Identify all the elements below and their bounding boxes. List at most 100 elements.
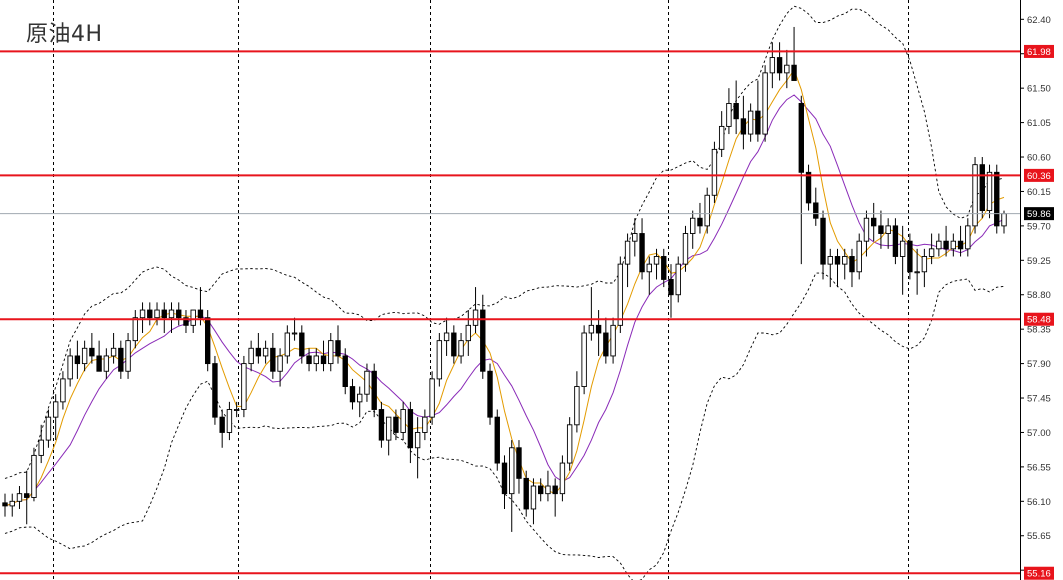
candle-body bbox=[429, 378, 435, 418]
candle-body bbox=[16, 493, 23, 502]
candle-body bbox=[74, 355, 81, 365]
candle-body bbox=[936, 240, 942, 250]
candle-body bbox=[871, 217, 877, 227]
candle-body bbox=[849, 256, 855, 273]
candle-body bbox=[994, 171, 1000, 227]
bollinger-upper bbox=[4, 5, 1005, 479]
candle-body bbox=[566, 424, 573, 464]
candle-body bbox=[617, 263, 624, 326]
candle-body bbox=[349, 386, 356, 403]
y-tick-label: 55.65 bbox=[1027, 531, 1051, 542]
candle-body bbox=[299, 332, 305, 357]
level-label-0: 61.98 bbox=[1027, 47, 1051, 58]
candle-body bbox=[139, 309, 146, 319]
candle-body bbox=[125, 340, 131, 372]
candle-body bbox=[306, 355, 312, 365]
candle-body bbox=[726, 103, 732, 127]
ma-fast-line bbox=[4, 68, 1005, 507]
candle-body bbox=[979, 164, 985, 212]
y-tick-label: 61.05 bbox=[1027, 118, 1051, 129]
candle-body bbox=[400, 409, 406, 433]
candle-body bbox=[856, 240, 862, 273]
candle-body bbox=[581, 332, 587, 388]
candle-body bbox=[154, 309, 160, 319]
candle-body bbox=[718, 125, 725, 150]
y-tick-label: 60.15 bbox=[1027, 187, 1051, 198]
candle-body bbox=[342, 355, 348, 388]
candle-body bbox=[559, 462, 566, 495]
candle-body bbox=[335, 340, 341, 357]
candle-body bbox=[190, 309, 196, 326]
candle-body bbox=[588, 324, 595, 334]
candle-body bbox=[24, 493, 30, 498]
level-label-3: 55.16 bbox=[1027, 569, 1051, 580]
candle-body bbox=[509, 447, 515, 495]
candle-body bbox=[516, 447, 522, 479]
level-label-1: 60.36 bbox=[1027, 171, 1051, 182]
candle-body bbox=[67, 355, 73, 380]
candle-body bbox=[595, 324, 602, 334]
candle-body bbox=[791, 64, 797, 81]
candle-body bbox=[291, 332, 298, 335]
candle-body bbox=[118, 347, 124, 372]
candle-body bbox=[914, 271, 920, 274]
candle-body bbox=[81, 347, 88, 365]
candle-body bbox=[233, 409, 240, 411]
candle-body bbox=[798, 103, 804, 173]
chart-title: 原油4H bbox=[26, 22, 103, 47]
candle-body bbox=[38, 439, 44, 456]
candle-body bbox=[950, 240, 957, 250]
y-tick-label: 58.35 bbox=[1027, 325, 1051, 336]
candle-body bbox=[393, 416, 399, 433]
candle-body bbox=[226, 409, 233, 433]
candle-body bbox=[168, 309, 175, 319]
candle-body bbox=[827, 256, 833, 265]
candle-body bbox=[270, 347, 276, 372]
candle-body bbox=[878, 225, 884, 234]
candle-body bbox=[212, 363, 218, 418]
candle-body bbox=[639, 233, 645, 273]
candle-body bbox=[624, 240, 631, 265]
candle-body bbox=[704, 194, 710, 227]
candle-body bbox=[668, 278, 674, 296]
candle-body bbox=[161, 309, 167, 319]
candle-body bbox=[928, 248, 935, 257]
candle-body bbox=[31, 454, 37, 498]
candle-body bbox=[538, 485, 544, 495]
candle-body bbox=[219, 416, 225, 433]
candle-body bbox=[646, 263, 652, 273]
candle-body bbox=[132, 317, 138, 342]
candle-body bbox=[545, 485, 551, 495]
candle-body bbox=[364, 370, 370, 395]
candle-body bbox=[176, 309, 182, 319]
candle-body bbox=[45, 416, 52, 441]
current-price-badge bbox=[1024, 207, 1054, 221]
candle-body bbox=[986, 171, 993, 212]
candle-body bbox=[465, 324, 471, 342]
candle-body bbox=[834, 256, 841, 265]
y-tick-label: 57.90 bbox=[1027, 359, 1051, 370]
candle-body bbox=[451, 332, 457, 357]
candle-body bbox=[407, 409, 414, 449]
candle-body bbox=[813, 202, 819, 219]
candle-body bbox=[943, 240, 949, 250]
y-tick-label: 59.70 bbox=[1027, 221, 1051, 232]
candle-body bbox=[2, 502, 8, 507]
candle-body bbox=[653, 256, 660, 265]
candle-body bbox=[690, 217, 696, 234]
candle-body bbox=[205, 317, 211, 365]
candle-body bbox=[60, 378, 66, 403]
candle-body bbox=[241, 363, 247, 410]
candle-body bbox=[480, 309, 486, 372]
candle-body bbox=[523, 477, 529, 510]
candle-body bbox=[675, 263, 681, 296]
candle-body bbox=[443, 332, 450, 342]
candle-body bbox=[805, 171, 812, 204]
candle-body bbox=[776, 57, 783, 74]
ma-slow-line bbox=[4, 94, 1005, 507]
candle-body bbox=[762, 72, 768, 135]
candle-body bbox=[820, 217, 826, 265]
candle-body bbox=[494, 416, 500, 464]
candle-body bbox=[501, 462, 508, 495]
